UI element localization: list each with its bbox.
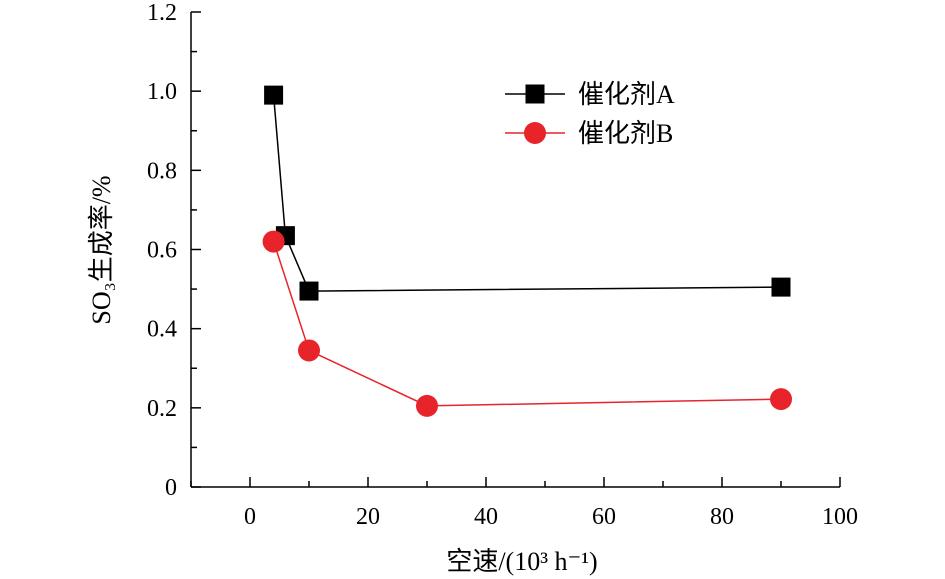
y-axis-title: SO₃生成率/% <box>87 175 116 324</box>
data-point <box>416 394 438 417</box>
x-tick-label: 0 <box>244 504 256 530</box>
legend-marker <box>524 122 546 144</box>
data-point <box>262 230 285 253</box>
y-tick-label: 1.0 <box>147 79 177 105</box>
y-tick-label: 1.2 <box>147 0 177 26</box>
legend: 催化剂A 催化剂B <box>505 80 675 148</box>
y-tick-label: 0 <box>165 475 177 501</box>
series-line <box>272 241 782 407</box>
series-line <box>272 95 782 292</box>
legend-label: 催化剂B <box>578 119 673 148</box>
series-1 <box>264 85 791 301</box>
y-tick-label: 0.8 <box>147 158 177 184</box>
legend-label: 催化剂A <box>578 80 675 109</box>
legend-item-2: 催化剂B <box>505 119 673 148</box>
axes: 0 0.2 0.4 0.6 0.8 1.0 1.2 0 20 40 60 80 100 <box>147 0 858 530</box>
x-axis-title: 空速/(10³ h⁻¹) <box>446 547 597 576</box>
data-point <box>770 388 792 411</box>
y-tick-label: 0.6 <box>147 238 177 264</box>
y-tick-label: 0.4 <box>147 317 177 343</box>
x-tick-label: 60 <box>592 504 616 530</box>
y-tick-label: 0.2 <box>147 396 177 422</box>
data-point <box>298 339 320 362</box>
legend-item-1: 催化剂A <box>505 80 675 109</box>
x-tick-label: 20 <box>356 504 380 530</box>
series-layer <box>262 85 792 417</box>
x-tick-label: 80 <box>710 504 734 530</box>
series-2 <box>262 230 792 417</box>
axis-titles: 空速/(10³ h⁻¹) SO₃生成率/% <box>87 175 598 576</box>
x-tick-label: 100 <box>822 504 858 530</box>
data-point <box>299 281 319 301</box>
x-tick-label: 40 <box>474 504 498 530</box>
data-point <box>771 277 791 297</box>
data-point <box>264 85 284 105</box>
legend-marker <box>525 84 545 104</box>
